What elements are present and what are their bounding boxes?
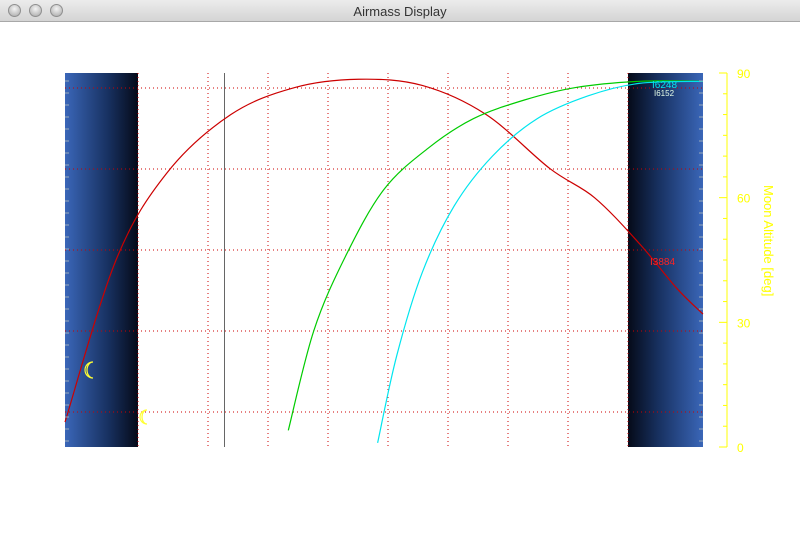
window-title: Airmass Display [353, 4, 447, 19]
grid [65, 73, 703, 447]
series-line [287, 80, 704, 431]
evening-twilight-band [65, 73, 138, 447]
airmass-plot: 0 30 60 90 I3884 I6248 I6152 Moon Altitude … [64, 67, 776, 455]
series-line [64, 78, 704, 423]
target-label-i3884: I3884 [650, 257, 675, 268]
moon-symbols [84, 361, 148, 425]
moon-altitude-axis-label: Moon Altitude [deg] [761, 185, 776, 296]
axis-tick-label: 60 [737, 192, 751, 206]
axis-tick-label: 0 [737, 441, 744, 455]
target-label-i6248: I6248 [652, 80, 677, 91]
moon-icon [84, 361, 94, 379]
minimize-window-button[interactable] [29, 4, 42, 17]
moon-altitude-axis: 0 30 60 90 [65, 67, 751, 455]
zoom-window-button[interactable] [50, 4, 63, 17]
axis-tick-label: 30 [737, 316, 751, 330]
title-bar: Airmass Display [0, 0, 800, 22]
morning-twilight-band [628, 73, 703, 447]
axis-tick-label: 90 [737, 67, 751, 81]
close-window-button[interactable] [8, 4, 21, 17]
moon-icon [139, 409, 148, 425]
series-line [377, 80, 704, 443]
target-label-i6152: I6152 [654, 89, 675, 98]
target-curves [64, 78, 704, 443]
